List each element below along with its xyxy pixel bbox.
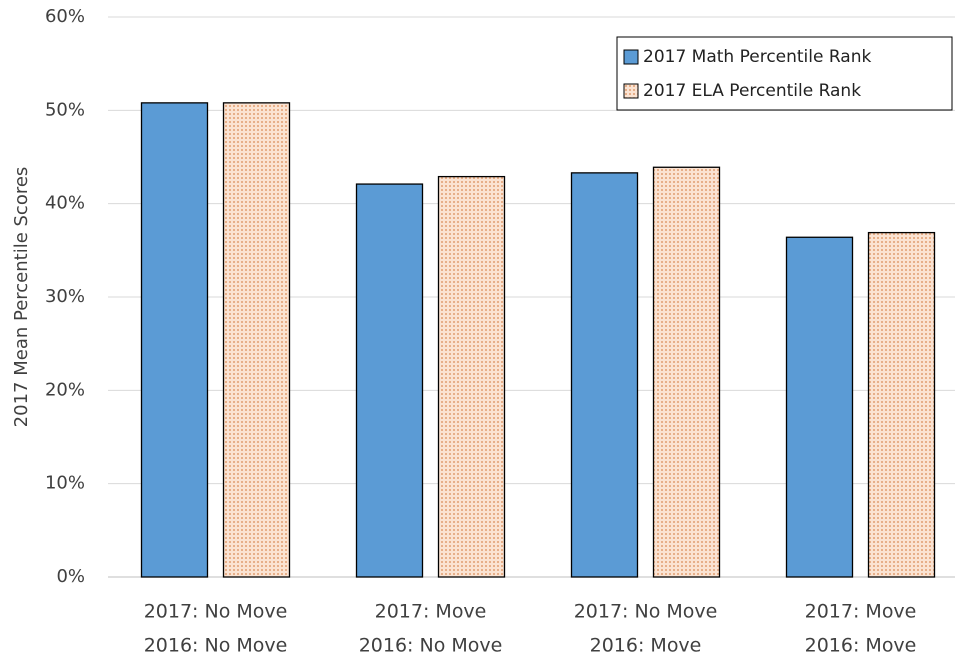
bar — [652, 166, 721, 578]
x-tick-label: 2017: Move — [805, 601, 917, 623]
legend-swatch — [623, 83, 639, 99]
y-tick-label: 30% — [45, 286, 85, 307]
x-tick-label: 2017: No Move — [144, 601, 288, 623]
y-tick-label: 20% — [45, 379, 85, 400]
legend-label: 2017 ELA Percentile Rank — [643, 81, 861, 101]
y-tick-label: 60% — [45, 6, 85, 27]
y-tick-label: 0% — [56, 566, 85, 587]
y-axis-label: 2017 Mean Percentile Scores — [11, 167, 32, 428]
x-tick-label: 2017: Move — [375, 601, 487, 623]
x-tick-label: 2016: Move — [590, 635, 702, 657]
bar — [222, 102, 291, 578]
bar — [140, 102, 209, 578]
bar — [570, 172, 639, 578]
legend-swatch — [623, 49, 639, 65]
y-tick-label: 40% — [45, 193, 85, 214]
bar — [355, 183, 424, 578]
x-tick-label: 2016: No Move — [359, 635, 503, 657]
x-tick-label: 2016: Move — [805, 635, 917, 657]
legend-box — [616, 36, 953, 111]
y-tick-label: 50% — [45, 99, 85, 120]
x-tick-label: 2016: No Move — [144, 635, 288, 657]
x-tick-label: 2017: No Move — [574, 601, 718, 623]
legend-label: 2017 Math Percentile Rank — [643, 47, 872, 67]
bar — [785, 236, 854, 578]
bar — [437, 175, 506, 578]
y-tick-label: 10% — [45, 473, 85, 494]
bar — [867, 231, 936, 578]
